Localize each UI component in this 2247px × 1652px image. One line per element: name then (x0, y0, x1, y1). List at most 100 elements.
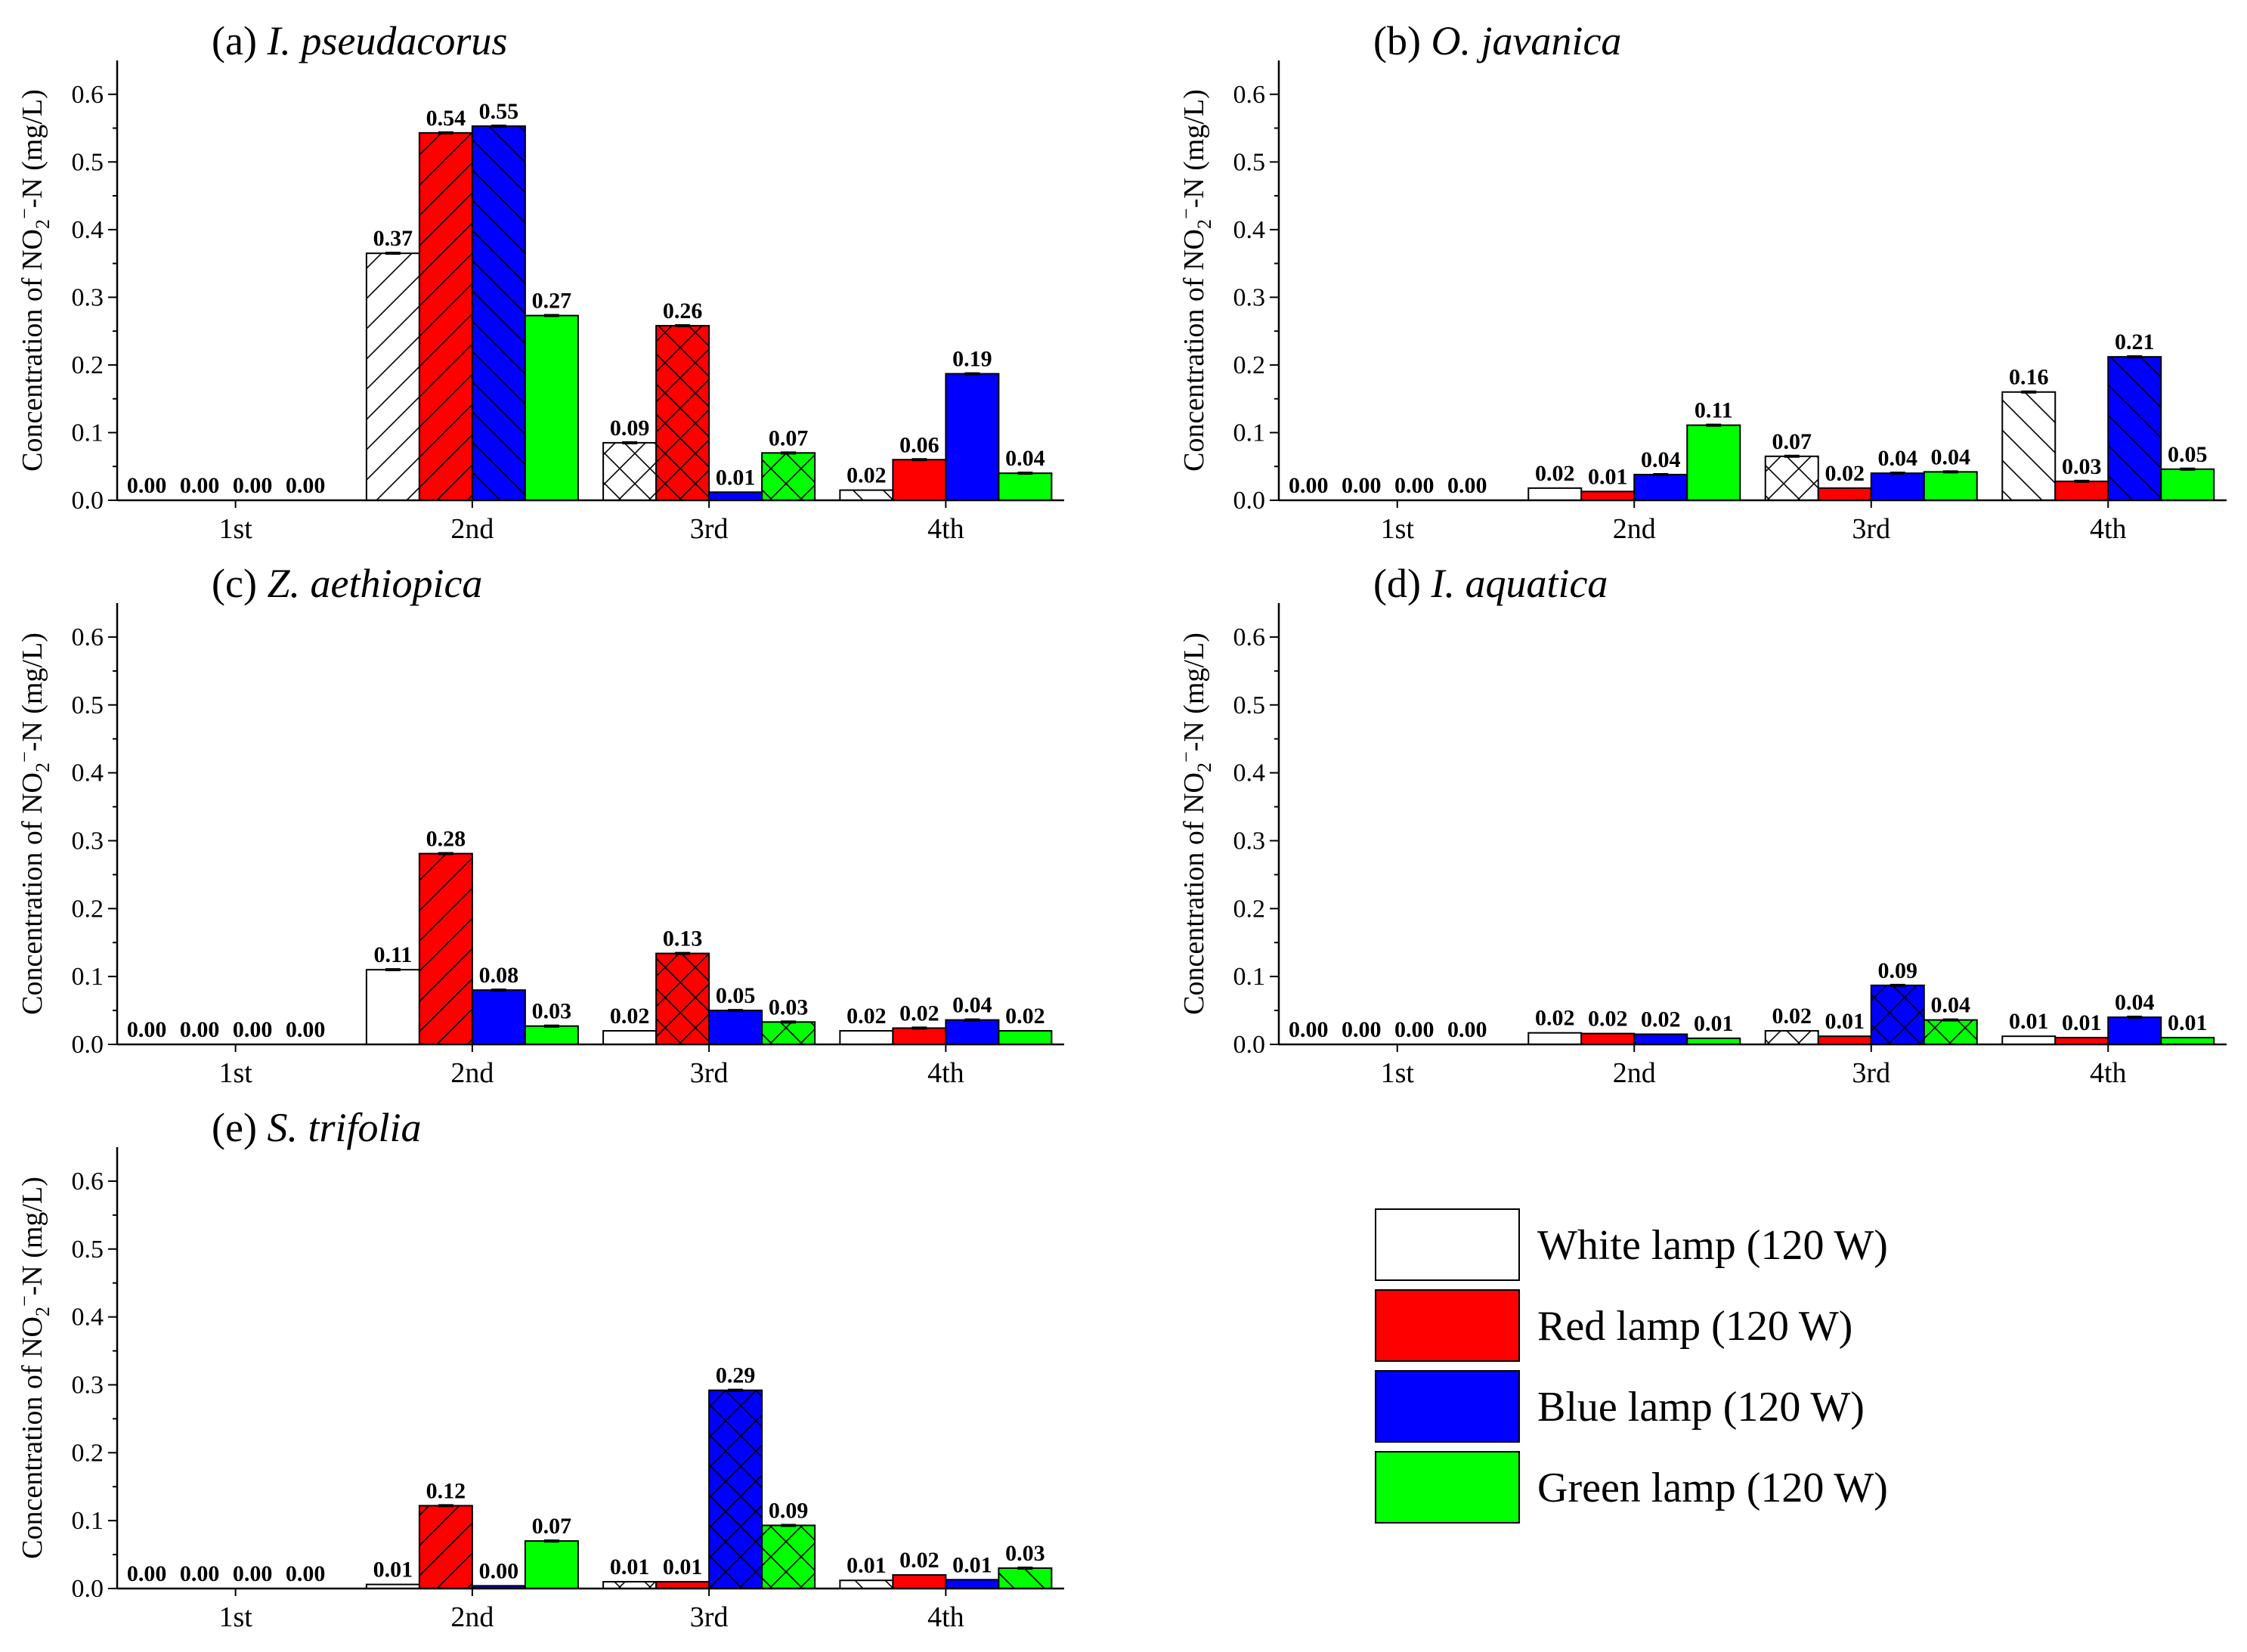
data-label: 0.00 (233, 1561, 273, 1586)
bar (655, 1581, 710, 1589)
data-label: 0.02 (899, 1001, 939, 1026)
data-label: 0.05 (716, 983, 756, 1008)
bar-hatch (762, 1022, 816, 1044)
data-label: 0.03 (532, 999, 572, 1024)
y-tick-label: 0.0 (1233, 1031, 1266, 1059)
y-tick-label: 0.4 (72, 759, 104, 787)
bar (998, 472, 1053, 502)
data-label: 0.13 (663, 927, 703, 951)
bar (1527, 1032, 1583, 1046)
data-label: 0.02 (846, 1004, 887, 1029)
data-label: 0.01 (846, 1553, 887, 1578)
bar-hatch (419, 132, 472, 500)
data-label: 0.28 (426, 827, 466, 852)
x-tick-label: 2nd (1613, 1057, 1656, 1089)
data-label: 0.00 (233, 1017, 273, 1042)
bar (2107, 1016, 2162, 1045)
panel-title: (c) Z. aethiopica (212, 561, 482, 606)
bar (998, 1030, 1053, 1045)
panel-title: (e) S. trifolia (212, 1105, 421, 1150)
data-label: 0.01 (2062, 1010, 2102, 1035)
bar (524, 314, 579, 501)
y-tick-label: 0.6 (1233, 623, 1266, 651)
panel-title: (d) I. aquatica (1373, 561, 1608, 606)
y-tick-label: 0.3 (72, 283, 104, 311)
bar (708, 491, 763, 501)
bar-hatch (709, 1390, 763, 1589)
x-tick-label: 1st (218, 513, 252, 545)
data-label: 0.01 (2168, 1010, 2208, 1035)
data-label: 0.00 (180, 1017, 220, 1042)
y-tick-label: 0.1 (1233, 419, 1266, 447)
bar (1633, 473, 1688, 502)
bar (2160, 1037, 2215, 1045)
bar (1817, 1035, 1872, 1046)
bar (1633, 1033, 1688, 1045)
bar-hatch (419, 853, 472, 1044)
data-label: 0.27 (532, 289, 572, 314)
x-tick-label: 3rd (1852, 1057, 1890, 1089)
legend-label: Green lamp (120 W) (1537, 1465, 1888, 1511)
bar (1527, 487, 1583, 501)
data-label: 0.04 (952, 993, 992, 1018)
data-label: 0.01 (373, 1558, 413, 1582)
y-tick-label: 0.0 (72, 1031, 104, 1059)
legend-swatch (1375, 1289, 1520, 1362)
legend-swatch (1375, 1451, 1520, 1524)
data-label: 0.03 (2062, 454, 2102, 479)
bar-hatch (366, 253, 419, 500)
bar (708, 1010, 763, 1045)
bar (892, 459, 947, 501)
bar (839, 1030, 894, 1045)
data-label: 0.00 (1342, 1017, 1382, 1042)
legend: White lamp (120 W) Red lamp (120 W) Blue l… (1375, 1208, 1888, 1524)
data-label: 0.05 (2168, 442, 2208, 467)
chart-panel: 0.00 0.00 0.00 0.00 1st 0.02 0.01 0.04 0.11 2nd 0.… (1175, 18, 2227, 545)
y-tick-label: 0.5 (72, 1236, 104, 1264)
bar (1580, 490, 1636, 501)
data-label: 0.00 (233, 473, 273, 498)
x-tick-label: 1st (1381, 1057, 1415, 1089)
legend-label: Red lamp (120 W) (1537, 1303, 1852, 1350)
data-label: 0.01 (610, 1555, 650, 1579)
data-label: 0.29 (716, 1363, 756, 1388)
data-label: 0.02 (1641, 1007, 1681, 1032)
bar (2160, 468, 2215, 502)
data-label: 0.00 (286, 1561, 326, 1586)
x-tick-label: 3rd (690, 1601, 729, 1633)
bar-hatch (603, 1582, 657, 1589)
bar (471, 989, 526, 1045)
bar-hatch (762, 453, 816, 500)
data-label: 0.07 (769, 425, 809, 450)
data-label: 0.21 (2115, 329, 2155, 354)
y-axis-label: Concentration of NO2−-N (mg/L) (14, 1177, 54, 1559)
data-label: 0.08 (479, 963, 519, 988)
data-label: 0.02 (1535, 1006, 1575, 1031)
bar-hatch (2108, 357, 2162, 500)
legend-label: White lamp (120 W) (1537, 1222, 1888, 1269)
data-label: 0.00 (1447, 473, 1487, 498)
data-label: 0.04 (1641, 447, 1681, 472)
bar-hatch (1765, 1031, 1818, 1044)
data-label: 0.07 (532, 1514, 572, 1539)
x-tick-label: 2nd (1613, 513, 1656, 545)
bar-hatch (840, 490, 893, 500)
y-tick-label: 0.4 (1233, 216, 1266, 244)
data-label: 0.00 (127, 1561, 167, 1586)
y-tick-label: 0.0 (72, 487, 104, 515)
bar-hatch (419, 1505, 472, 1589)
data-label: 0.37 (373, 226, 413, 251)
data-label: 0.04 (2115, 990, 2155, 1015)
y-tick-label: 0.5 (1233, 148, 1266, 176)
data-label: 0.00 (1447, 1017, 1487, 1042)
bar (524, 1025, 579, 1046)
data-label: 0.02 (1588, 1007, 1628, 1032)
data-label: 0.02 (610, 1004, 650, 1029)
x-tick-label: 2nd (450, 1057, 494, 1089)
data-label: 0.00 (180, 473, 220, 498)
x-tick-label: 3rd (690, 513, 729, 545)
y-tick-label: 0.1 (72, 1507, 104, 1535)
bar-hatch (603, 442, 657, 500)
data-label: 0.16 (2009, 365, 2049, 390)
